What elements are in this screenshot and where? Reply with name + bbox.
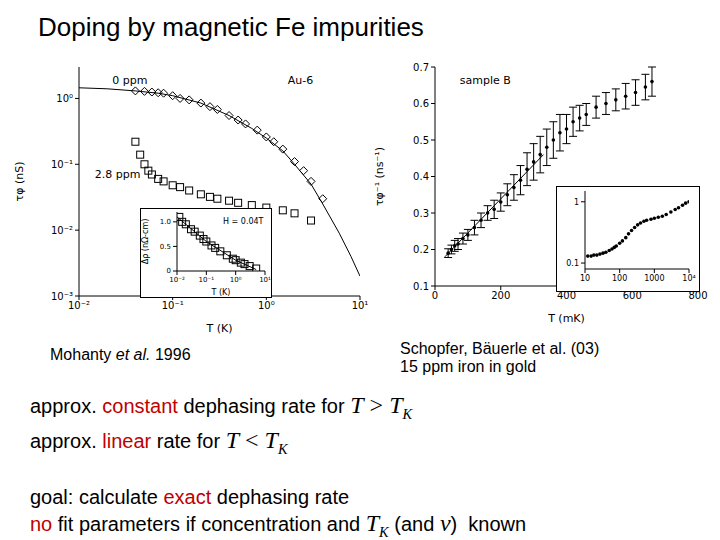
svg-text:Δρ (nΩ-cm): Δρ (nΩ-cm)	[141, 219, 150, 265]
svg-text:200: 200	[491, 290, 510, 301]
html-text:no fit parameters if concentra: no fit parameters if concentration and T…	[30, 509, 527, 540]
svg-text:100: 100	[612, 274, 627, 283]
svg-text:10⁻²: 10⁻²	[68, 300, 90, 311]
svg-text:10⁻¹: 10⁻¹	[199, 276, 215, 284]
svg-text:T (K): T (K)	[211, 288, 231, 297]
html-text:Mohanty et al. 1996: Mohanty et al. 1996	[50, 346, 191, 363]
svg-text:T (K): T (K)	[205, 322, 232, 335]
svg-text:1: 1	[574, 198, 579, 207]
svg-text:10⁻²: 10⁻²	[51, 225, 73, 236]
svg-text:10⁻²: 10⁻²	[169, 276, 185, 284]
svg-text:0.4: 0.4	[413, 171, 429, 182]
html-text:15 ppm iron in gold: 15 ppm iron in gold	[400, 358, 537, 375]
svg-text:10⁰: 10⁰	[56, 93, 73, 104]
svg-text:10⁰: 10⁰	[230, 276, 242, 284]
svg-text:600: 600	[622, 290, 642, 302]
svg-text:10⁻¹: 10⁻¹	[162, 300, 184, 311]
svg-text:10⁰: 10⁰	[258, 300, 275, 311]
svg-text:0.6: 0.6	[413, 98, 429, 109]
svg-text:τφ⁻¹ (ns⁻¹): τφ⁻¹ (ns⁻¹)	[373, 147, 386, 206]
svg-text:T (mK): T (mK)	[547, 312, 585, 325]
svg-text:800: 800	[688, 290, 708, 302]
svg-text:10⁻¹: 10⁻¹	[51, 159, 73, 170]
svg-text:10: 10	[580, 274, 590, 283]
svg-text:1000: 1000	[644, 274, 664, 283]
html-text:Schopfer, Bäuerle et al. (03): Schopfer, Bäuerle et al. (03)	[400, 340, 600, 357]
svg-text:sample B: sample B	[460, 74, 511, 87]
svg-text:10¹: 10¹	[259, 276, 271, 284]
svg-text:10⁻³: 10⁻³	[51, 291, 73, 302]
svg-text:0.3: 0.3	[413, 208, 429, 219]
svg-text:10⁴: 10⁴	[682, 274, 695, 283]
svg-text:0: 0	[432, 290, 438, 301]
svg-text:τφ (nS): τφ (nS)	[13, 162, 26, 202]
svg-text:0.1: 0.1	[413, 281, 429, 292]
html-text:goal: calculate exact dephasin: goal: calculate exact dephasing rate	[30, 485, 350, 508]
svg-text:0.7: 0.7	[413, 62, 429, 73]
svg-text:2.8 ppm: 2.8 ppm	[95, 168, 141, 181]
html-text:approx. linear rate for T < TK: approx. linear rate for T < TK	[30, 426, 288, 457]
svg-text:1.0: 1.0	[160, 218, 171, 226]
svg-text:0: 0	[167, 267, 171, 275]
svg-text:H = 0.04T: H = 0.04T	[223, 217, 264, 226]
svg-text:0.1: 0.1	[566, 259, 579, 268]
svg-text:0.5: 0.5	[160, 243, 171, 251]
svg-text:0.5: 0.5	[413, 135, 429, 146]
svg-text:0.2: 0.2	[413, 244, 429, 255]
svg-text:400: 400	[557, 290, 576, 302]
html-text:Doping by magnetic Fe impuriti: Doping by magnetic Fe impurities	[38, 12, 424, 42]
html-text:approx. constant dephasing rat: approx. constant dephasing rate forT > T…	[30, 392, 413, 422]
svg-text:Au-6: Au-6	[288, 74, 313, 87]
svg-text:10¹: 10¹	[352, 300, 369, 311]
svg-text:0 ppm: 0 ppm	[112, 74, 147, 87]
